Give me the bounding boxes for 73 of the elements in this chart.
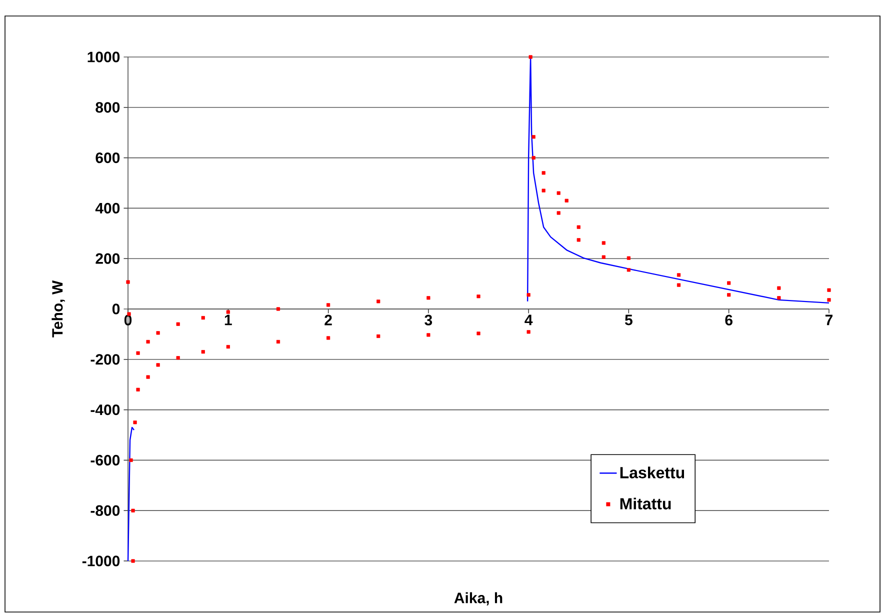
- point: [576, 225, 580, 229]
- point: [226, 310, 230, 314]
- point: [136, 388, 140, 392]
- y-tick-label: -1000: [82, 556, 120, 566]
- point: [226, 344, 230, 349]
- x-tick-label: 4: [524, 314, 533, 326]
- point: [676, 273, 681, 277]
- x-axis-title: Aika, h: [454, 592, 502, 606]
- y-tick-label: 800: [96, 102, 120, 113]
- point: [156, 363, 160, 367]
- point: [131, 508, 135, 512]
- point: [476, 294, 480, 298]
- point: [542, 171, 546, 175]
- point: [526, 330, 530, 334]
- legend-label: Mitattu: [620, 498, 671, 510]
- x-tick-label: 6: [725, 314, 732, 326]
- point: [576, 238, 580, 242]
- point: [532, 156, 536, 160]
- point: [326, 303, 330, 307]
- point: [276, 340, 280, 344]
- point: [526, 293, 530, 297]
- point: [376, 334, 380, 338]
- y-tick-label: 200: [96, 253, 120, 264]
- point: [476, 332, 480, 336]
- x-tick-label: 2: [324, 314, 332, 326]
- x-tick-label: 1: [224, 314, 232, 326]
- point: [626, 268, 631, 272]
- point: [777, 286, 781, 290]
- y-tick-label: 600: [96, 152, 120, 164]
- point: [176, 356, 180, 360]
- point: [156, 331, 160, 335]
- point: [556, 191, 560, 195]
- point: [146, 375, 150, 379]
- point: [676, 283, 681, 287]
- x-tick-label: 3: [424, 314, 432, 326]
- y-tick-label: -200: [90, 354, 120, 365]
- y-tick-label: -800: [90, 505, 120, 516]
- point: [532, 135, 536, 139]
- point: [126, 280, 130, 284]
- legend-label: Laskettu: [620, 466, 684, 478]
- point: [602, 241, 606, 245]
- point: [131, 559, 135, 563]
- point: [777, 296, 781, 300]
- point: [426, 333, 430, 337]
- point: [129, 458, 133, 462]
- point: [626, 256, 631, 260]
- point: [542, 188, 546, 192]
- point: [201, 316, 205, 320]
- point: [827, 298, 831, 302]
- point: [201, 350, 205, 354]
- point: [564, 198, 568, 202]
- point: [376, 300, 380, 304]
- y-axis-title: Teho, W: [52, 280, 65, 338]
- point: [136, 351, 140, 355]
- y-tick-label: 1000: [88, 52, 120, 62]
- point: [133, 420, 137, 424]
- x-tick-label: 7: [825, 314, 833, 326]
- point: [727, 293, 731, 297]
- y-tick-label: 0: [112, 304, 120, 314]
- point: [827, 288, 831, 292]
- point: [556, 211, 560, 215]
- point: [528, 55, 532, 59]
- y-tick-label: -400: [90, 404, 120, 416]
- y-tick-label: -600: [90, 454, 120, 466]
- point: [146, 340, 150, 344]
- point: [326, 336, 330, 340]
- point: [727, 281, 731, 285]
- point: [426, 296, 430, 300]
- point: [176, 322, 180, 326]
- point: [602, 255, 606, 259]
- y-tick-label: 400: [95, 202, 120, 214]
- point: [276, 307, 280, 311]
- x-tick-label: 5: [624, 314, 632, 326]
